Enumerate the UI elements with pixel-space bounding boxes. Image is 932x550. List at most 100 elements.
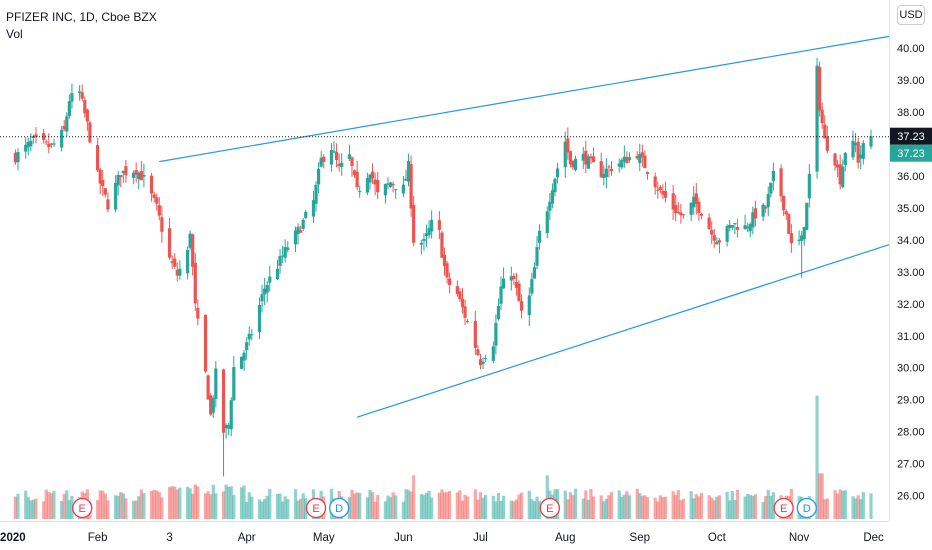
- candle-body: [257, 304, 262, 333]
- candle-body: [281, 255, 285, 257]
- candle-body: [67, 101, 71, 117]
- candle-body: [263, 288, 267, 295]
- candle-body: [746, 226, 750, 229]
- candle-body: [26, 141, 30, 148]
- candle-body: [715, 241, 719, 245]
- volume-bar: [725, 491, 729, 519]
- candle-body: [229, 400, 233, 430]
- volume-bar: [283, 496, 287, 519]
- volume-bar: [514, 499, 519, 519]
- volume-bar: [692, 498, 696, 519]
- candle-body: [620, 160, 624, 168]
- volume-bar: [733, 499, 737, 519]
- volume-bar: [265, 495, 269, 519]
- candle-body: [139, 171, 143, 181]
- candlestick-series: [13, 57, 873, 477]
- candle-body: [142, 174, 146, 177]
- volume-bar: [761, 501, 765, 519]
- candle-body: [430, 219, 434, 232]
- x-tick-label: Feb: [88, 532, 108, 544]
- volume-bar: [44, 489, 48, 519]
- candle-body: [114, 182, 118, 210]
- candle-body: [856, 141, 860, 163]
- candle-body: [627, 157, 632, 161]
- candle-body: [383, 184, 388, 196]
- volume-bar: [712, 500, 716, 519]
- y-tick-label: 27.00: [897, 459, 925, 471]
- candle-body: [545, 211, 549, 234]
- volume-bar: [563, 490, 567, 519]
- candle-body: [532, 267, 537, 279]
- trendline: [159, 35, 890, 163]
- candle-body: [211, 398, 215, 413]
- volume-bar: [869, 493, 873, 519]
- last-price-label-bg: [890, 127, 932, 145]
- event-marker-circle[interactable]: [539, 497, 560, 519]
- volume-bar: [16, 493, 20, 519]
- volume-bar: [106, 500, 110, 519]
- x-tick-label: Oct: [708, 532, 727, 544]
- event-marker-circle[interactable]: [796, 497, 817, 519]
- candle-body: [394, 189, 398, 191]
- volume-bar: [370, 492, 375, 519]
- candle-body: [807, 173, 811, 199]
- volume-bar: [717, 495, 722, 519]
- candle-body: [571, 161, 575, 168]
- candle-body: [34, 134, 38, 138]
- candle-body: [358, 190, 362, 192]
- candle-body: [193, 262, 197, 304]
- volume-bar: [178, 487, 182, 519]
- candle-body: [101, 179, 105, 187]
- candle-body: [134, 170, 138, 175]
- currency-button[interactable]: USD: [897, 5, 925, 25]
- volume-bar: [247, 492, 251, 519]
- event-marker-circle[interactable]: [329, 497, 350, 519]
- candle-body: [728, 224, 732, 229]
- candle-body: [604, 168, 608, 178]
- candle-body: [676, 211, 680, 213]
- volume-bar: [96, 500, 100, 519]
- volume-bar: [715, 496, 719, 519]
- candle-body: [221, 369, 226, 433]
- volume-bar: [751, 495, 755, 519]
- y-tick-label: 39.00: [897, 75, 925, 87]
- candle-body: [322, 156, 326, 162]
- event-marker-circle[interactable]: [72, 497, 93, 519]
- event-marker-circle[interactable]: [773, 497, 794, 519]
- candle-body: [484, 358, 488, 360]
- x-tick-label: Nov: [789, 532, 810, 544]
- candle-body: [275, 268, 280, 280]
- volume-bar: [769, 495, 773, 519]
- volume-bar: [571, 495, 575, 519]
- volume-bar: [566, 499, 570, 519]
- candle-body: [85, 109, 89, 122]
- candle-body: [607, 166, 611, 168]
- volume-bar: [24, 490, 28, 519]
- candle-body: [424, 233, 429, 236]
- candle-body: [116, 174, 120, 186]
- candle-body: [314, 184, 318, 204]
- volume-bar: [643, 495, 647, 519]
- candle-body: [427, 228, 431, 236]
- candle-body: [573, 158, 578, 170]
- volume-bar: [406, 489, 411, 519]
- candle-body: [681, 214, 686, 216]
- volume-bar: [239, 487, 244, 519]
- volume-bar: [622, 494, 626, 519]
- volume-bar: [42, 501, 46, 519]
- candle-body: [337, 163, 341, 167]
- event-marker-circle[interactable]: [305, 497, 327, 519]
- candle-body: [242, 352, 246, 361]
- candle-body: [710, 230, 714, 235]
- candle-body: [124, 166, 128, 176]
- volume-bar: [221, 491, 226, 519]
- candle-body: [535, 247, 539, 266]
- volume-bar: [589, 488, 593, 519]
- volume-bar: [52, 490, 56, 519]
- candle-body: [268, 276, 272, 283]
- candle-body: [178, 268, 182, 276]
- last-price-label: 37.23: [897, 131, 925, 143]
- candle-body: [478, 359, 483, 366]
